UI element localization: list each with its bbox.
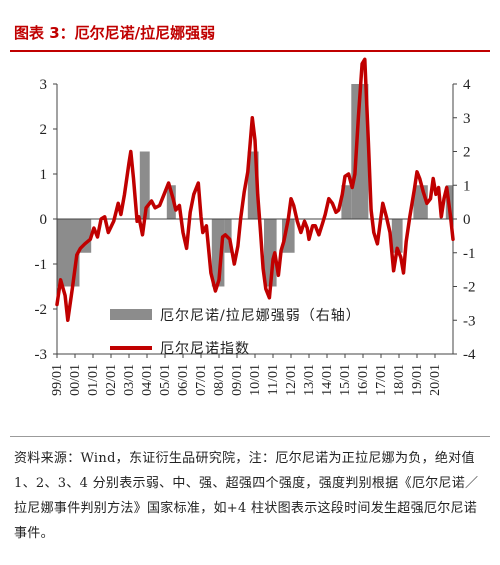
left-tick-label: 0 — [40, 212, 48, 228]
x-tick-label: 15/01 — [338, 364, 353, 396]
x-tick-label: 08/01 — [212, 364, 227, 396]
right-tick-label: 0 — [463, 212, 471, 228]
series-line-0 — [55, 57, 455, 323]
right-tick-label: -1 — [463, 246, 476, 262]
x-tick-label: 05/01 — [158, 364, 173, 396]
x-tick-label: 06/01 — [176, 364, 191, 396]
x-tick-label: 20/01 — [428, 364, 443, 396]
right-tick-label: -2 — [463, 280, 476, 296]
bar-segment-3 — [166, 185, 176, 219]
bar-segment-9 — [341, 185, 352, 219]
x-tick-label: 09/01 — [230, 364, 245, 396]
x-tick-label: 18/01 — [392, 364, 407, 396]
right-tick-label: -4 — [463, 347, 476, 363]
left-tick-label: 3 — [40, 77, 48, 93]
right-tick-label: 4 — [463, 77, 471, 93]
bar-segment-2 — [139, 151, 150, 219]
right-tick-label: 3 — [463, 111, 471, 127]
x-tick-label: 17/01 — [374, 364, 389, 396]
x-tick-label: 00/01 — [68, 364, 83, 396]
x-tick-label: 01/01 — [86, 364, 101, 396]
title-rule — [10, 50, 490, 52]
x-tick-label: 02/01 — [104, 364, 119, 396]
right-tick-label: 2 — [463, 145, 471, 161]
x-tick-label: 16/01 — [356, 364, 371, 396]
x-tick-label: 10/01 — [248, 364, 263, 396]
legend-bar-swatch — [110, 309, 152, 320]
chart-area: 3 2 1 0 -1 -2 -3 4 3 2 1 0 -1 -2 -3 -4 99/01 00/01 01/01 02… — [35, 57, 476, 396]
legend-line-label: 厄尔尼诺指数 — [160, 341, 250, 357]
x-tick-label: 99/01 — [50, 364, 65, 396]
x-tick-label: 03/01 — [122, 364, 137, 396]
bar-segment-10 — [351, 84, 369, 219]
x-tick-label: 14/01 — [320, 364, 335, 396]
x-tick-label: 19/01 — [410, 364, 425, 396]
x-tick-label: 12/01 — [284, 364, 299, 396]
legend-bar-label: 厄尔尼诺/拉尼娜强弱（右轴） — [160, 308, 361, 324]
chart-title: 图表 3：厄尔尼诺/拉尼娜强弱 — [14, 24, 216, 42]
bar-segment-6 — [247, 151, 259, 219]
right-tick-label: 1 — [463, 178, 471, 194]
right-tick-label: -3 — [463, 313, 476, 329]
x-tick-label: 11/01 — [266, 364, 281, 395]
bar-segment-11 — [391, 219, 403, 253]
bar-segment-1 — [79, 219, 92, 253]
x-tick-label: 07/01 — [194, 364, 209, 396]
left-tick-label: -2 — [35, 302, 48, 318]
left-tick-label: -1 — [35, 257, 48, 273]
x-tick-label: 04/01 — [140, 364, 155, 396]
left-tick-label: 1 — [40, 167, 48, 183]
note-rule — [10, 436, 490, 437]
x-tick-label: 13/01 — [302, 364, 317, 396]
left-tick-label: -3 — [35, 347, 48, 363]
left-tick-label: 2 — [40, 122, 48, 138]
source-note: 资料来源：Wind，东证衍生品研究院，注：厄尔尼诺为正拉尼娜为负，绝对值 1、2… — [14, 451, 479, 541]
